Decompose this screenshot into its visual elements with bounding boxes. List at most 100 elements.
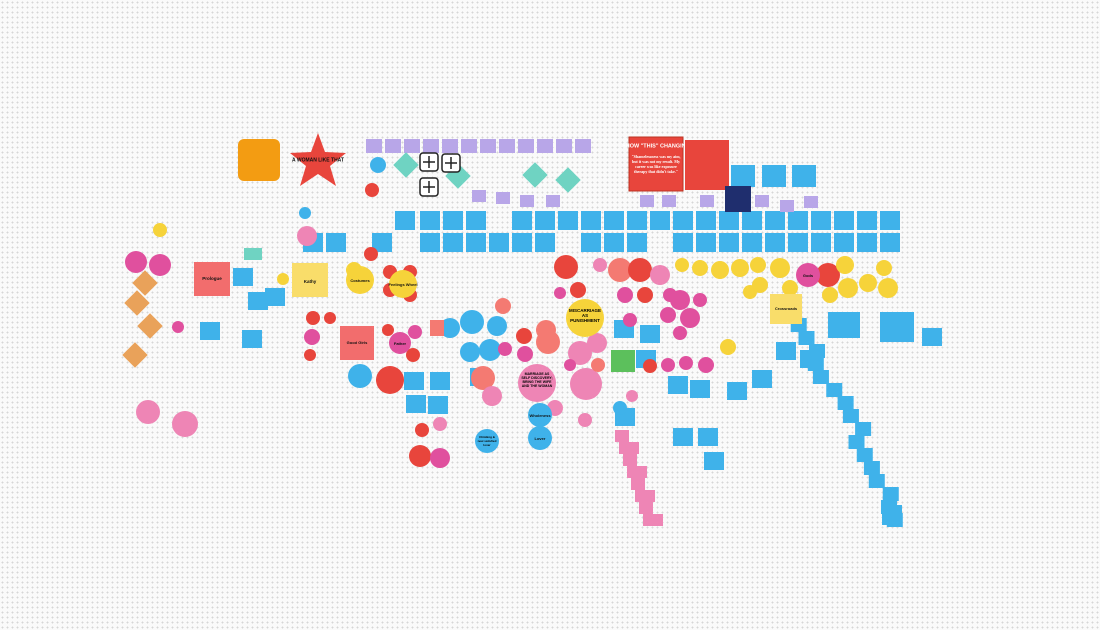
circle-note[interactable] — [554, 255, 578, 279]
sticky-note[interactable] — [800, 350, 820, 368]
circle-note[interactable] — [172, 321, 184, 333]
sticky-note[interactable] — [765, 211, 785, 230]
circle-note[interactable] — [297, 226, 317, 246]
circle-note[interactable] — [693, 293, 707, 307]
sticky-note[interactable] — [420, 233, 440, 252]
sticky-note[interactable] — [604, 233, 624, 252]
circle-note[interactable] — [692, 260, 708, 276]
circle-note[interactable] — [720, 339, 736, 355]
sticky-note[interactable] — [755, 195, 769, 207]
circle-note[interactable] — [568, 341, 592, 365]
sticky-note[interactable] — [856, 448, 873, 462]
sticky-note[interactable] — [838, 320, 858, 338]
circle-note[interactable] — [613, 401, 627, 415]
circle-note[interactable] — [679, 356, 693, 370]
circle-note[interactable] — [591, 358, 605, 372]
sticky-note[interactable] — [581, 233, 601, 252]
circle-note[interactable] — [471, 366, 495, 390]
circle-note[interactable] — [637, 287, 653, 303]
circle-note[interactable] — [731, 259, 749, 277]
sticky-note[interactable] — [770, 294, 802, 324]
sticky-note[interactable] — [627, 233, 647, 252]
sticky-note[interactable] — [752, 370, 772, 388]
circle-note[interactable] — [528, 426, 552, 450]
circle-note[interactable] — [479, 339, 501, 361]
diamond-note[interactable] — [132, 270, 158, 296]
diamond-note[interactable] — [122, 342, 148, 368]
circle-note[interactable] — [409, 445, 431, 467]
sticky-note[interactable] — [466, 233, 486, 252]
sticky-note[interactable] — [643, 514, 663, 526]
circle-note[interactable] — [752, 277, 768, 293]
sticky-note[interactable] — [804, 196, 818, 208]
circle-note[interactable] — [626, 390, 638, 402]
circle-note[interactable] — [587, 333, 607, 353]
circle-note[interactable] — [365, 183, 379, 197]
sticky-note[interactable] — [780, 200, 794, 212]
sticky-note[interactable] — [385, 139, 401, 153]
circle-note[interactable] — [389, 270, 417, 298]
sticky-note[interactable] — [731, 165, 755, 187]
circle-note[interactable] — [536, 330, 560, 354]
circle-note[interactable] — [517, 346, 533, 362]
circle-note[interactable] — [578, 413, 592, 427]
circle-note[interactable] — [430, 448, 450, 468]
sticky-note[interactable] — [627, 211, 647, 230]
sticky-note[interactable] — [662, 195, 676, 207]
sticky-note[interactable] — [372, 233, 392, 252]
circle-note[interactable] — [859, 274, 877, 292]
circle-note[interactable] — [495, 298, 511, 314]
sticky-note[interactable] — [848, 435, 865, 449]
circle-note[interactable] — [149, 254, 171, 276]
sticky-note[interactable] — [880, 211, 900, 230]
circle-note[interactable] — [782, 280, 798, 296]
sticky-note[interactable] — [727, 382, 747, 400]
circle-note[interactable] — [346, 266, 374, 294]
sticky-note[interactable] — [340, 326, 374, 360]
sticky-note[interactable] — [535, 233, 555, 252]
circle-note[interactable] — [364, 247, 378, 261]
sticky-note[interactable] — [248, 292, 268, 310]
circle-note[interactable] — [876, 260, 892, 276]
circle-note[interactable] — [518, 364, 556, 402]
sticky-note[interactable] — [480, 139, 496, 153]
diamond-note[interactable] — [555, 167, 581, 193]
circle-note[interactable] — [816, 263, 840, 287]
circle-note[interactable] — [836, 256, 854, 274]
sticky-note[interactable] — [326, 233, 346, 252]
circle-note[interactable] — [566, 299, 604, 337]
sticky-note[interactable] — [423, 139, 439, 153]
sticky-note[interactable] — [472, 190, 486, 202]
sticky-note[interactable] — [826, 383, 843, 397]
sticky-note[interactable] — [700, 195, 714, 207]
sticky-note[interactable] — [762, 165, 786, 187]
sticky-note[interactable] — [443, 211, 463, 230]
circle-note[interactable] — [415, 423, 429, 437]
sticky-note[interactable] — [627, 466, 647, 478]
sticky-note[interactable] — [834, 233, 854, 252]
sticky-note[interactable] — [611, 350, 635, 372]
sticky-note[interactable] — [673, 233, 693, 252]
sticky-note[interactable] — [842, 409, 859, 423]
sticky-note[interactable] — [788, 233, 808, 252]
sticky-note[interactable] — [489, 233, 509, 252]
circle-note[interactable] — [528, 403, 552, 427]
sticky-note[interactable] — [575, 139, 591, 153]
sticky-note[interactable] — [430, 372, 450, 390]
sticky-note[interactable] — [420, 211, 440, 230]
sticky-note[interactable] — [238, 139, 280, 181]
circle-note[interactable] — [675, 258, 689, 272]
circle-note[interactable] — [711, 261, 729, 279]
sticky-note[interactable] — [556, 139, 572, 153]
sticky-note[interactable] — [628, 136, 684, 192]
sticky-note[interactable] — [696, 233, 716, 252]
circle-note[interactable] — [650, 265, 670, 285]
sticky-note[interactable] — [698, 428, 718, 446]
circle-note[interactable] — [617, 287, 633, 303]
sticky-note[interactable] — [265, 288, 285, 306]
sticky-note[interactable] — [788, 211, 808, 230]
sticky-note[interactable] — [443, 233, 463, 252]
sticky-note[interactable] — [631, 478, 645, 490]
sticky-note[interactable] — [812, 370, 829, 384]
circle-note[interactable] — [623, 313, 637, 327]
